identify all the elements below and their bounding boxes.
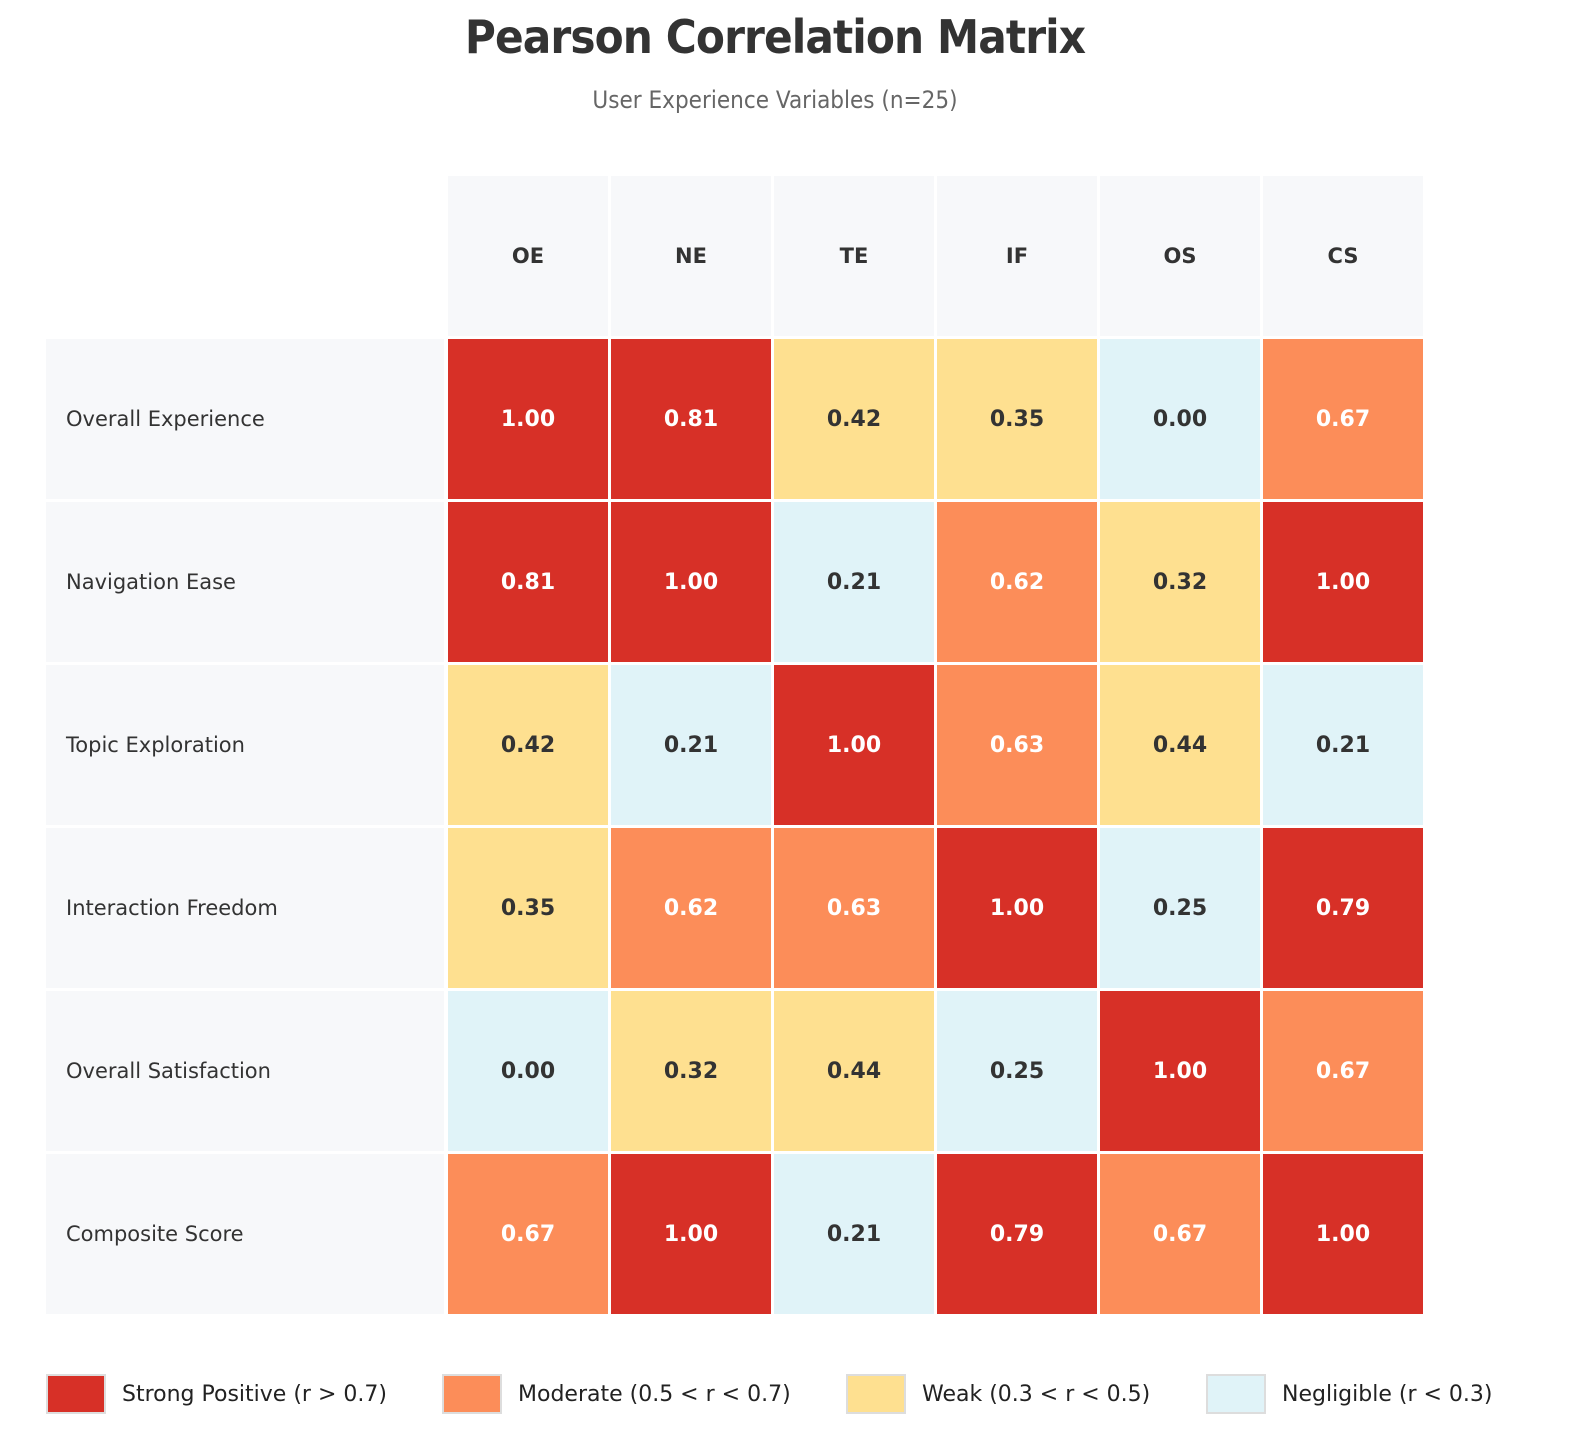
cell-value-label: 0.32 (1152, 569, 1208, 595)
cell-value-label: 1.00 (1315, 1221, 1371, 1247)
heatmap-cell: 1.00 (774, 665, 934, 825)
heatmap-cell: 0.67 (1263, 339, 1423, 499)
legend-label: Moderate (0.5 < r < 0.7) (518, 1381, 791, 1407)
heatmap-cell: 1.00 (611, 1154, 771, 1314)
legend-swatch (846, 1374, 906, 1414)
heatmap-cell: 0.32 (1100, 502, 1260, 662)
cell-value-label: 0.67 (500, 1221, 556, 1247)
row-header: Topic Exploration (46, 665, 444, 825)
chart-subtitle: User Experience Variables (n=25) (592, 86, 958, 114)
cell-value-label: 0.25 (1152, 895, 1208, 921)
heatmap-cell: 0.00 (1100, 339, 1260, 499)
heatmap-cell: 0.79 (937, 1154, 1097, 1314)
legend-label: Strong Positive (r > 0.7) (122, 1381, 387, 1407)
heatmap-cell: 0.63 (774, 828, 934, 988)
heatmap-cell: 0.62 (937, 502, 1097, 662)
column-header: IF (937, 176, 1097, 336)
legend-item-negligible: Negligible (r < 0.3) (1206, 1372, 1492, 1416)
cell-value-label: 0.21 (826, 1221, 882, 1247)
chart-title: Pearson Correlation Matrix (464, 10, 1086, 64)
cell-value-label: 0.79 (1315, 895, 1371, 921)
column-header: TE (774, 176, 934, 336)
cell-value-label: 0.63 (989, 732, 1045, 758)
cell-value-label: 0.21 (1315, 732, 1371, 758)
cell-value-label: 0.67 (1315, 406, 1371, 432)
cell-value-label: 0.42 (500, 732, 556, 758)
cell-value-label: 0.81 (500, 569, 556, 595)
heatmap-cell: 0.21 (611, 665, 771, 825)
heatmap-cell: 0.44 (774, 991, 934, 1151)
heatmap-cell: 0.42 (774, 339, 934, 499)
cell-value-label: 0.44 (826, 1058, 882, 1084)
cell-value-label: 0.67 (1152, 1221, 1208, 1247)
legend-label: Negligible (r < 0.3) (1282, 1381, 1493, 1407)
cell-value-label: 0.00 (1152, 406, 1208, 432)
heatmap-cell: 0.44 (1100, 665, 1260, 825)
heatmap-cell: 0.21 (1263, 665, 1423, 825)
heatmap-cell: 1.00 (1263, 502, 1423, 662)
heatmap-cell: 1.00 (937, 828, 1097, 988)
heatmap-cell: 0.81 (611, 339, 771, 499)
legend-item-strong: Strong Positive (r > 0.7) (46, 1372, 387, 1416)
legend-item-moderate: Moderate (0.5 < r < 0.7) (442, 1372, 791, 1416)
cell-value-label: 1.00 (663, 1221, 719, 1247)
row-header: Composite Score (46, 1154, 444, 1314)
row-header: Overall Satisfaction (46, 991, 444, 1151)
cell-value-label: 0.00 (500, 1058, 556, 1084)
cell-value-label: 1.00 (1152, 1058, 1208, 1084)
heatmap-cell: 0.25 (937, 991, 1097, 1151)
heatmap-cell: 0.00 (448, 991, 608, 1151)
heatmap-cell: 0.63 (937, 665, 1097, 825)
cell-value-label: 0.44 (1152, 732, 1208, 758)
cell-value-label: 1.00 (500, 406, 556, 432)
legend-swatch (442, 1374, 502, 1414)
cell-value-label: 0.35 (989, 406, 1045, 432)
cell-value-label: 0.81 (663, 406, 719, 432)
heatmap-cell: 0.25 (1100, 828, 1260, 988)
cell-value-label: 0.21 (826, 569, 882, 595)
cell-value-label: 0.42 (826, 406, 882, 432)
heatmap-cell: 0.81 (448, 502, 608, 662)
cell-value-label: 0.62 (663, 895, 719, 921)
heatmap-cell: 0.21 (774, 1154, 934, 1314)
cell-value-label: 0.32 (663, 1058, 719, 1084)
row-header: Navigation Ease (46, 502, 444, 662)
heatmap-cell: 0.67 (1100, 1154, 1260, 1314)
row-header: Overall Experience (46, 339, 444, 499)
legend-item-weak: Weak (0.3 < r < 0.5) (846, 1372, 1150, 1416)
heatmap-cell: 0.32 (611, 991, 771, 1151)
legend-swatch (1206, 1374, 1266, 1414)
heatmap-cell: 1.00 (1100, 991, 1260, 1151)
cell-value-label: 0.35 (500, 895, 556, 921)
cell-value-label: 0.21 (663, 732, 719, 758)
heatmap-cell: 0.62 (611, 828, 771, 988)
heatmap-cell: 1.00 (448, 339, 608, 499)
cell-value-label: 0.63 (826, 895, 882, 921)
heatmap-cell: 0.21 (774, 502, 934, 662)
cell-value-label: 0.25 (989, 1058, 1045, 1084)
cell-value-label: 0.62 (989, 569, 1045, 595)
legend-swatch (46, 1374, 106, 1414)
column-header: OE (448, 176, 608, 336)
cell-value-label: 0.79 (989, 1221, 1045, 1247)
legend-label: Weak (0.3 < r < 0.5) (922, 1381, 1151, 1407)
heatmap-cell: 0.42 (448, 665, 608, 825)
heatmap-cell: 0.35 (937, 339, 1097, 499)
column-header: OS (1100, 176, 1260, 336)
heatmap-cell: 1.00 (1263, 1154, 1423, 1314)
heatmap-cell: 1.00 (611, 502, 771, 662)
cell-value-label: 1.00 (663, 569, 719, 595)
cell-value-label: 1.00 (1315, 569, 1371, 595)
heatmap-cell: 0.67 (448, 1154, 608, 1314)
heatmap-cell: 0.67 (1263, 991, 1423, 1151)
cell-value-label: 1.00 (989, 895, 1045, 921)
row-header: Interaction Freedom (46, 828, 444, 988)
heatmap-cell: 0.35 (448, 828, 608, 988)
cell-value-label: 0.67 (1315, 1058, 1371, 1084)
heatmap-cell: 0.79 (1263, 828, 1423, 988)
column-header: NE (611, 176, 771, 336)
column-header: CS (1263, 176, 1423, 336)
cell-value-label: 1.00 (826, 732, 882, 758)
